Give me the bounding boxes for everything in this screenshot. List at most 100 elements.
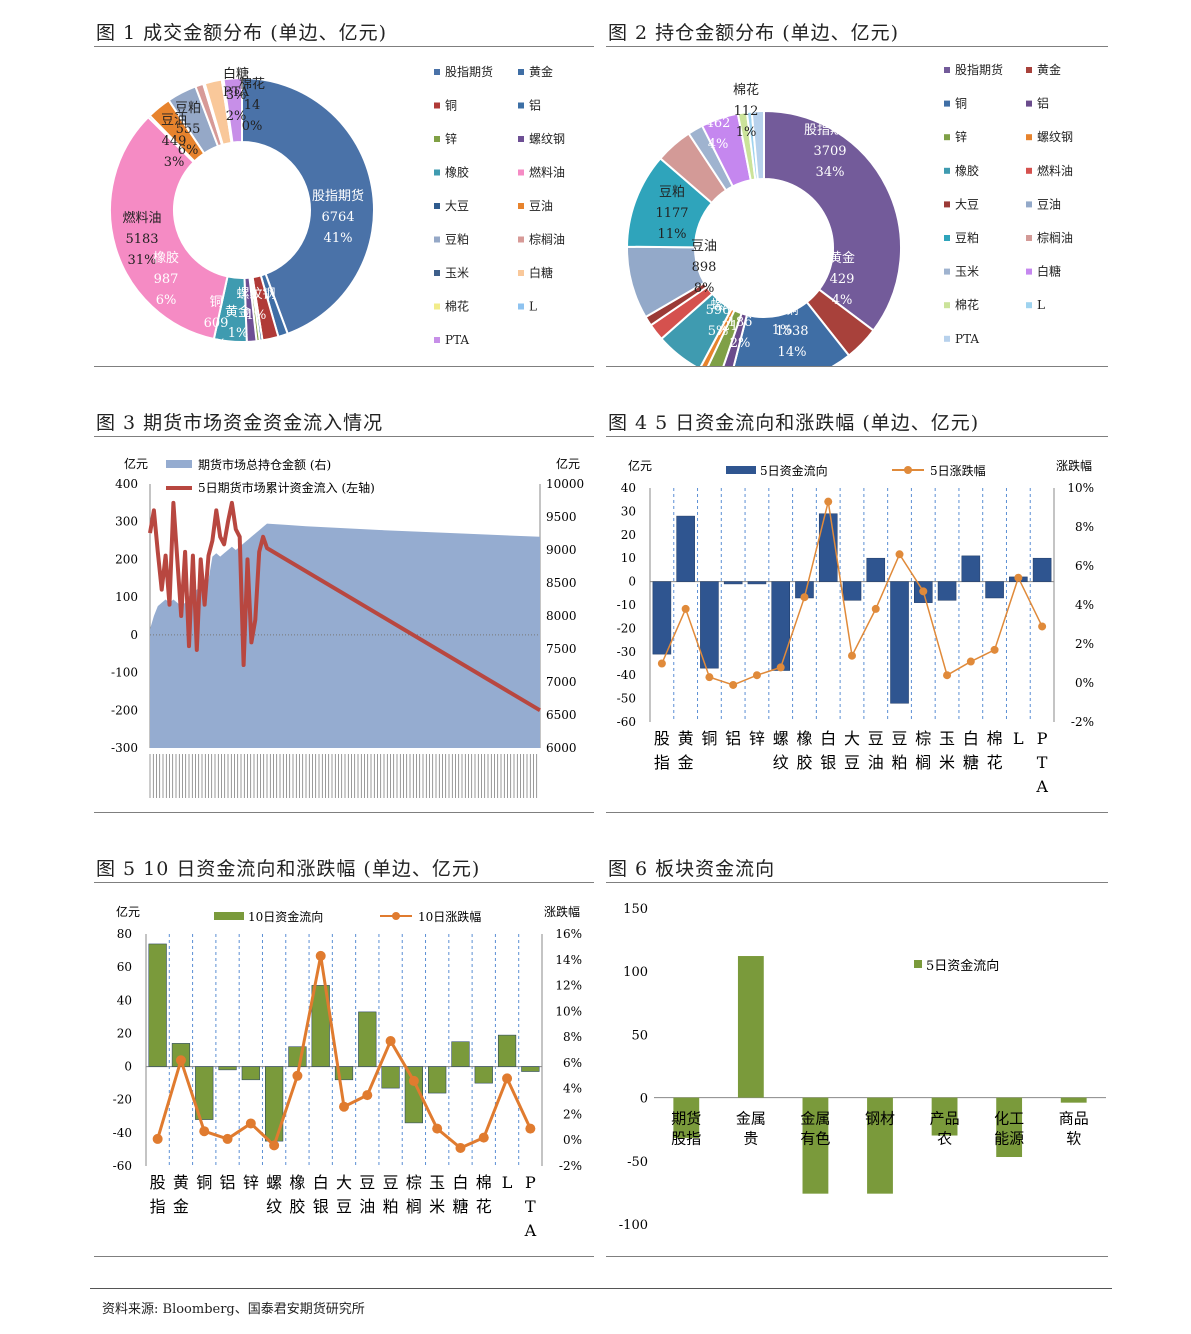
x-tick-label: 榈 <box>915 753 931 772</box>
slice-label: 898 <box>692 260 717 275</box>
y-left-tick: 300 <box>115 515 138 529</box>
legend-swatch <box>434 69 440 75</box>
line-point <box>800 593 809 602</box>
slice-label: 橡胶 <box>153 250 179 266</box>
y-right-tick: 4% <box>563 1082 582 1096</box>
slice-label: 2% <box>226 109 247 124</box>
bar <box>311 985 330 1067</box>
y-left-tick: 100 <box>115 590 138 604</box>
slice-label: 14% <box>778 345 807 360</box>
line-point <box>919 587 928 596</box>
slice-label: 2% <box>730 336 751 351</box>
bar <box>985 581 1004 599</box>
y-right-title: 涨跌幅 <box>1056 458 1092 473</box>
chart-4-title: 图 4 5 日资金流向和涨跌幅 (单边、亿元) <box>608 412 980 434</box>
panel-2: 图 2 持仓金额分布 (单边、亿元) 股指期货 3709 34% 黄金 429 4% 铜 15… <box>606 10 1108 368</box>
line-point <box>315 950 326 961</box>
legend-swatch <box>518 69 524 75</box>
chart-6-title: 图 6 板块资金流向 <box>608 858 776 880</box>
slice-label: 1% <box>736 125 757 140</box>
legend-swatch <box>1026 67 1032 73</box>
x-tick-label: 花 <box>987 753 1003 772</box>
line-point <box>292 1070 303 1081</box>
legend-label: 铜 <box>955 96 967 111</box>
slice-label: 609 <box>204 316 229 331</box>
legend-swatch <box>944 134 950 141</box>
legend-swatch <box>518 203 524 209</box>
legend-swatch <box>944 201 950 208</box>
y-tick: 50 <box>631 1028 648 1043</box>
x-tick-label: 能源 <box>994 1130 1024 1148</box>
y-left-tick: -60 <box>113 1159 132 1173</box>
line-point <box>871 604 880 613</box>
legend-swatch <box>1026 134 1032 141</box>
x-tick-label: 指 <box>150 1197 166 1216</box>
y-right-tick: 7000 <box>546 675 577 689</box>
x-tick-label: 锌 <box>243 1173 259 1192</box>
y-left-tick: 0 <box>628 575 636 589</box>
slice-label: 5183 <box>125 232 158 247</box>
slice-label: 股指期货 <box>312 188 364 204</box>
legend-label: 玉米 <box>955 265 979 279</box>
bar <box>737 956 764 1098</box>
line-point <box>478 1132 489 1143</box>
line-point <box>502 1073 513 1084</box>
slice-label: 0% <box>242 119 263 134</box>
y-left-tick: 200 <box>115 552 138 566</box>
slice-label: 8% <box>694 281 715 296</box>
legend-swatch <box>944 167 950 174</box>
x-tick-label: 白 <box>452 1173 468 1192</box>
legend-swatch <box>434 337 440 343</box>
legend-swatch <box>434 303 440 310</box>
x-tick-label: P <box>1037 729 1048 748</box>
slice-label: 3% <box>226 88 247 103</box>
line-point <box>525 1123 536 1134</box>
x-tick-label: T <box>525 1197 536 1216</box>
slice-label: 铝 <box>775 281 788 296</box>
x-tick-label: 金属 <box>736 1110 766 1128</box>
legend-label: 燃料油 <box>1037 163 1073 178</box>
line-point <box>175 1055 186 1066</box>
legend-swatch <box>434 169 440 176</box>
bar <box>867 1097 893 1194</box>
slice-label: 棉花 <box>239 76 265 92</box>
y-right-tick: 7500 <box>546 642 577 656</box>
slice-label: 462 <box>706 116 731 131</box>
y-left-tick: -100 <box>111 666 138 680</box>
chart-3-area: 亿元 亿元 400 300 200 100 0 -100 -200 -300 10000 9500 90… <box>111 456 584 798</box>
x-tick-label: 榈 <box>406 1197 422 1216</box>
bar <box>148 943 167 1067</box>
y-left-tick: -40 <box>113 1126 132 1140</box>
bar <box>451 1041 470 1067</box>
y-right-tick: 9000 <box>546 543 577 557</box>
y-right-tick: -2% <box>559 1159 582 1173</box>
bar <box>802 1097 829 1194</box>
slice-label: 21 <box>722 319 739 334</box>
pie-slice <box>763 109 902 332</box>
y-left-tick: 20 <box>117 1026 132 1040</box>
x-tick-label: 铜 <box>196 1173 212 1192</box>
chart-1-title: 图 1 成交金额分布 (单边、亿元) <box>96 22 388 44</box>
x-tick-label: 铝 <box>725 729 741 748</box>
legend-swatch <box>1026 167 1032 174</box>
line-point <box>455 1142 466 1153</box>
legend-label: 5日涨跌幅 <box>930 463 986 478</box>
legend-label: 豆粕 <box>955 230 979 245</box>
legend-swatch <box>434 136 440 142</box>
slice-label: 3% <box>164 155 185 170</box>
line-point <box>432 1123 443 1134</box>
legend-swatch <box>944 302 950 309</box>
legend-label: L <box>1037 298 1045 312</box>
line-point <box>408 1075 419 1086</box>
line-point <box>824 497 833 506</box>
slice-label: 987 <box>154 272 179 287</box>
x-tick-label: 棕 <box>406 1173 422 1192</box>
legend-label: 白糖 <box>1037 264 1061 279</box>
y-tick: 150 <box>623 902 648 917</box>
legend-swatch <box>1026 268 1032 275</box>
x-tick-label: 大 <box>336 1173 352 1192</box>
x-tick-label: 橡 <box>289 1173 305 1192</box>
bar <box>818 513 838 582</box>
slice-label: 34% <box>816 165 845 180</box>
line-point <box>152 1133 163 1144</box>
